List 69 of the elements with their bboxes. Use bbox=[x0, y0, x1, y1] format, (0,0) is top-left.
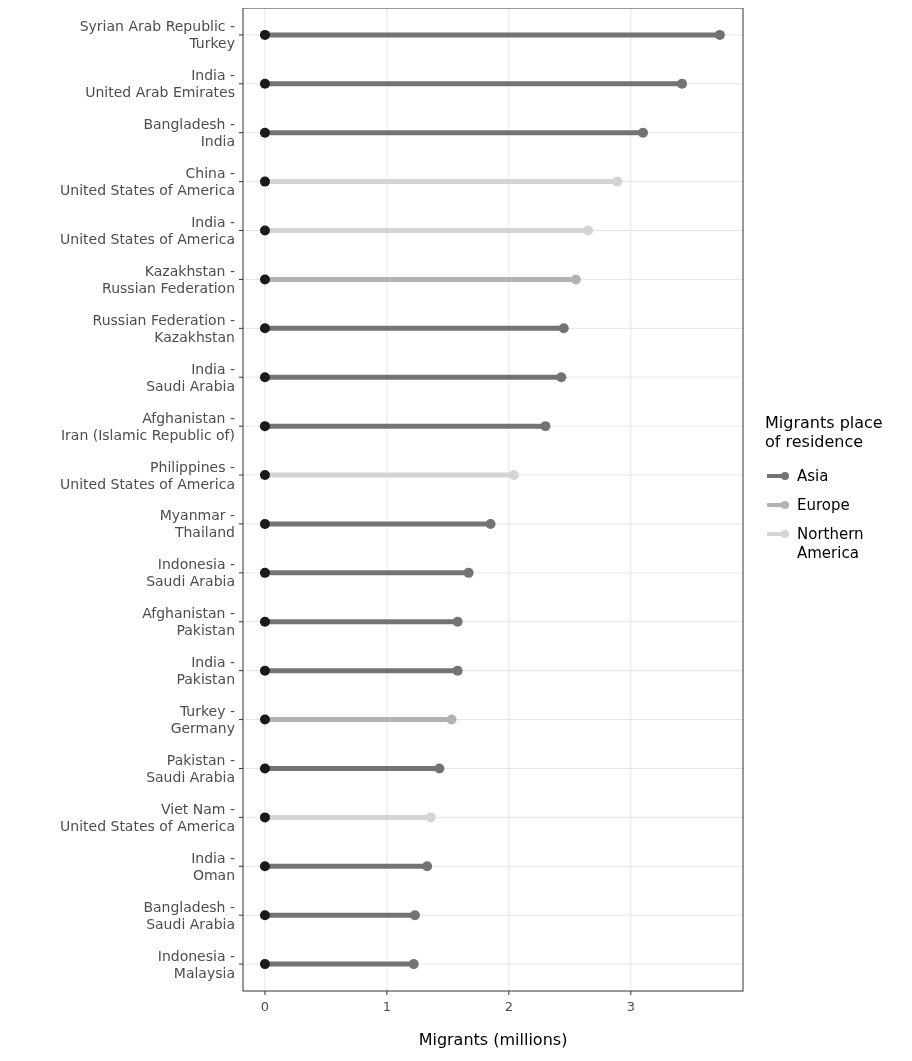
point bbox=[425, 812, 436, 823]
point bbox=[259, 470, 270, 481]
point bbox=[259, 616, 270, 627]
point bbox=[583, 225, 594, 236]
y-tick-label: Russian Federation - Kazakhstan bbox=[92, 311, 235, 345]
point bbox=[259, 78, 270, 89]
point bbox=[259, 127, 270, 138]
y-tick-label: Afghanistan - Pakistan bbox=[142, 605, 235, 639]
legend-label: Northern America bbox=[797, 525, 864, 562]
y-tick-label: Philippines - United States of America bbox=[60, 458, 235, 492]
x-tick-label: 3 bbox=[626, 999, 635, 1014]
point bbox=[677, 78, 688, 89]
y-tick-label: Viet Nam - United States of America bbox=[60, 800, 235, 834]
point bbox=[452, 616, 463, 627]
point bbox=[612, 176, 623, 187]
legend-title: Migrants place of residence bbox=[765, 413, 883, 451]
point bbox=[638, 127, 648, 138]
y-tick-label: Kazakhstan - Russian Federation bbox=[102, 262, 235, 296]
point bbox=[259, 225, 270, 236]
point bbox=[422, 861, 433, 872]
point bbox=[434, 763, 445, 774]
point bbox=[259, 421, 270, 432]
y-tick-label: India - Pakistan bbox=[176, 654, 235, 688]
point bbox=[714, 29, 725, 40]
point bbox=[452, 665, 463, 676]
x-tick-label: 1 bbox=[382, 999, 392, 1014]
y-tick-label: India - Oman bbox=[191, 849, 235, 883]
point bbox=[259, 274, 270, 285]
point bbox=[408, 959, 419, 970]
legend-label: Europe bbox=[797, 496, 850, 514]
point bbox=[259, 861, 270, 872]
point bbox=[259, 372, 270, 383]
y-tick-label: Bangladesh - Saudi Arabia bbox=[143, 898, 235, 932]
legend-label: Asia bbox=[797, 467, 829, 485]
x-tick-label: 0 bbox=[260, 999, 270, 1014]
point bbox=[259, 959, 270, 970]
point bbox=[508, 470, 519, 481]
point bbox=[259, 665, 270, 676]
y-tick-label: India - United Arab Emirates bbox=[85, 67, 235, 101]
point bbox=[409, 910, 420, 921]
point bbox=[558, 323, 569, 334]
y-tick-label: Syrian Arab Republic - Turkey bbox=[79, 18, 235, 52]
x-tick-label: 2 bbox=[504, 999, 513, 1014]
point bbox=[259, 323, 270, 334]
point bbox=[463, 567, 474, 578]
y-tick-label: India - Saudi Arabia bbox=[146, 360, 235, 394]
y-tick-label: Afghanistan - Iran (Islamic Republic of) bbox=[60, 409, 235, 443]
point bbox=[259, 518, 270, 529]
point bbox=[259, 567, 270, 578]
point bbox=[259, 763, 270, 774]
y-tick-label: India - United States of America bbox=[60, 214, 235, 248]
point bbox=[259, 910, 270, 921]
y-tick-label: Myanmar - Thailand bbox=[159, 507, 235, 541]
point bbox=[446, 714, 457, 725]
point bbox=[259, 176, 270, 187]
y-tick-label: Turkey - Germany bbox=[170, 703, 235, 737]
y-tick-label: China - United States of America bbox=[60, 165, 235, 199]
point bbox=[259, 812, 270, 823]
point bbox=[556, 372, 567, 383]
y-tick-label: Pakistan - Saudi Arabia bbox=[146, 751, 235, 785]
point bbox=[570, 274, 581, 285]
x-axis-title: Migrants (millions) bbox=[418, 1030, 568, 1049]
point bbox=[485, 518, 496, 529]
point bbox=[259, 714, 270, 725]
y-tick-label: Bangladesh - India bbox=[143, 116, 235, 150]
y-tick-label: Indonesia - Malaysia bbox=[157, 947, 235, 981]
y-tick-label: Indonesia - Saudi Arabia bbox=[146, 556, 235, 590]
point bbox=[259, 29, 270, 40]
point bbox=[540, 421, 551, 432]
